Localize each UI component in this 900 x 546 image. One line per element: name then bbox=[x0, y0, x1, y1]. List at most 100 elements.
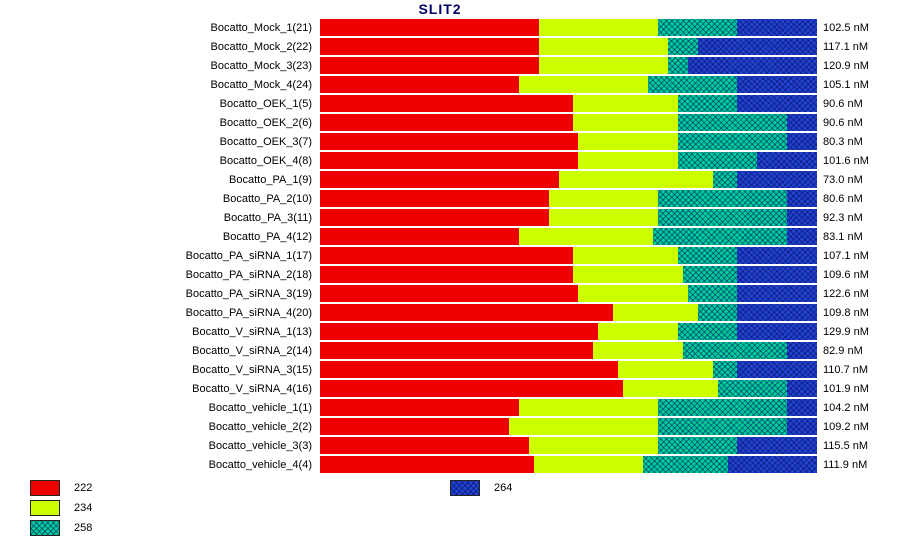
bar-segment-222 bbox=[320, 228, 519, 245]
row-label: Bocatto_vehicle_4(4) bbox=[208, 458, 312, 471]
bar-segment-222 bbox=[320, 247, 574, 264]
bar-segment-264 bbox=[787, 342, 817, 359]
chart-row: Bocatto_PA_siRNA_2(18) 109.6 nM bbox=[0, 265, 869, 284]
bar-segment-258 bbox=[657, 19, 738, 36]
bar-segment-234 bbox=[598, 323, 678, 340]
bar bbox=[320, 247, 817, 264]
row-value: 111.9 nM bbox=[823, 458, 868, 471]
bar-segment-234 bbox=[538, 57, 668, 74]
bar-segment-234 bbox=[518, 399, 658, 416]
chart-row: Bocatto_PA_1(9) 73.0 nM bbox=[0, 170, 869, 189]
row-value: 109.6 nM bbox=[823, 268, 869, 281]
bar-segment-264 bbox=[737, 266, 817, 283]
chart-row: Bocatto_PA_3(11) 92.3 nM bbox=[0, 208, 869, 227]
bar-segment-234 bbox=[518, 76, 649, 93]
row-label: Bocatto_OEK_4(8) bbox=[219, 154, 312, 167]
row-label: Bocatto_Mock_4(24) bbox=[210, 78, 313, 91]
bar-segment-264 bbox=[737, 95, 817, 112]
chart-row: Bocatto_Mock_3(23) 120.9 nM bbox=[0, 56, 869, 75]
chart-row: Bocatto_OEK_1(5) 90.6 nM bbox=[0, 94, 869, 113]
bar-segment-264 bbox=[737, 437, 817, 454]
row-value: 129.9 nM bbox=[823, 325, 869, 338]
chart-row: Bocatto_PA_siRNA_4(20) 109.8 nM bbox=[0, 303, 869, 322]
row-label: Bocatto_PA_3(11) bbox=[223, 211, 312, 224]
row-value: 101.6 nM bbox=[823, 154, 869, 167]
legend-label: 222 bbox=[74, 482, 93, 494]
bar-segment-234 bbox=[573, 266, 683, 283]
row-value: 104.2 nM bbox=[823, 401, 869, 414]
bar-segment-222 bbox=[320, 152, 579, 169]
bar-segment-234 bbox=[573, 95, 678, 112]
row-value: 120.9 nM bbox=[823, 59, 869, 72]
row-value: 117.1 nM bbox=[823, 40, 869, 53]
row-label: Bocatto_V_siRNA_4(16) bbox=[192, 382, 312, 395]
chart-row: Bocatto_vehicle_3(3) 115.5 nM bbox=[0, 436, 869, 455]
legend-label: 264 bbox=[494, 482, 513, 494]
bar-segment-264 bbox=[787, 190, 817, 207]
bar-segment-258 bbox=[657, 418, 788, 435]
bar bbox=[320, 19, 817, 36]
legend-swatch bbox=[30, 520, 60, 536]
bar-segment-258 bbox=[717, 380, 788, 397]
chart-row: Bocatto_V_siRNA_3(15) 110.7 nM bbox=[0, 360, 869, 379]
bar-segment-264 bbox=[787, 380, 817, 397]
row-value: 101.9 nM bbox=[823, 382, 869, 395]
bar-segment-264 bbox=[787, 228, 817, 245]
bar-segment-264 bbox=[787, 114, 817, 131]
bar-segment-234 bbox=[538, 19, 658, 36]
bar bbox=[320, 266, 817, 283]
row-label: Bocatto_PA_1(9) bbox=[229, 173, 312, 186]
bar-segment-222 bbox=[320, 209, 549, 226]
bar-segment-234 bbox=[548, 190, 658, 207]
legend-item-258: 258 bbox=[30, 520, 92, 536]
chart-row: Bocatto_vehicle_1(1) 104.2 nM bbox=[0, 398, 869, 417]
bar-segment-234 bbox=[528, 437, 658, 454]
bar bbox=[320, 57, 817, 74]
bar-segment-258 bbox=[677, 323, 738, 340]
bar-segment-264 bbox=[757, 152, 817, 169]
bar-segment-264 bbox=[737, 19, 817, 36]
chart-row: Bocatto_OEK_3(7) 80.3 nM bbox=[0, 132, 869, 151]
bar bbox=[320, 323, 817, 340]
row-label: Bocatto_PA_2(10) bbox=[222, 192, 312, 205]
chart-row: Bocatto_OEK_4(8) 101.6 nM bbox=[0, 151, 869, 170]
row-value: 105.1 nM bbox=[823, 78, 869, 91]
row-value: 83.1 nM bbox=[823, 230, 863, 243]
bar-segment-222 bbox=[320, 76, 519, 93]
chart-row: Bocatto_Mock_1(21) 102.5 nM bbox=[0, 18, 869, 37]
legend-label: 234 bbox=[74, 502, 93, 514]
bar bbox=[320, 342, 817, 359]
bar bbox=[320, 209, 817, 226]
stacked-bar-chart: Bocatto_Mock_1(21) 102.5 nM Bocatto_Mock_2… bbox=[0, 18, 869, 474]
legend-item-264: 264 bbox=[450, 480, 512, 496]
bar-segment-258 bbox=[677, 152, 758, 169]
chart-row: Bocatto_OEK_2(6) 90.6 nM bbox=[0, 113, 869, 132]
row-label: Bocatto_Mock_2(22) bbox=[210, 40, 313, 53]
bar-segment-222 bbox=[320, 437, 529, 454]
bar-segment-264 bbox=[737, 285, 817, 302]
bar-segment-258 bbox=[697, 304, 738, 321]
bar-segment-234 bbox=[623, 380, 718, 397]
bar bbox=[320, 228, 817, 245]
bar-segment-222 bbox=[320, 190, 549, 207]
bar-segment-258 bbox=[677, 247, 738, 264]
row-value: 107.1 nM bbox=[823, 249, 869, 262]
bar-segment-258 bbox=[712, 171, 738, 188]
bar-segment-222 bbox=[320, 114, 574, 131]
bar-segment-222 bbox=[320, 285, 579, 302]
row-label: Bocatto_Mock_3(23) bbox=[210, 59, 313, 72]
bar-segment-222 bbox=[320, 171, 559, 188]
bar-segment-258 bbox=[682, 342, 788, 359]
bar-segment-258 bbox=[648, 76, 738, 93]
bar-segment-264 bbox=[737, 247, 817, 264]
bar-segment-264 bbox=[737, 76, 817, 93]
bar bbox=[320, 38, 817, 55]
bar-segment-258 bbox=[652, 228, 788, 245]
bar-segment-258 bbox=[657, 437, 738, 454]
chart-row: Bocatto_vehicle_4(4) 111.9 nM bbox=[0, 455, 869, 474]
bar-segment-258 bbox=[657, 190, 788, 207]
bar-segment-264 bbox=[737, 304, 817, 321]
chart-row: Bocatto_PA_siRNA_1(17) 107.1 nM bbox=[0, 246, 869, 265]
chart-row: Bocatto_vehicle_2(2) 109.2 nM bbox=[0, 417, 869, 436]
chart-row: Bocatto_Mock_4(24) 105.1 nM bbox=[0, 75, 869, 94]
